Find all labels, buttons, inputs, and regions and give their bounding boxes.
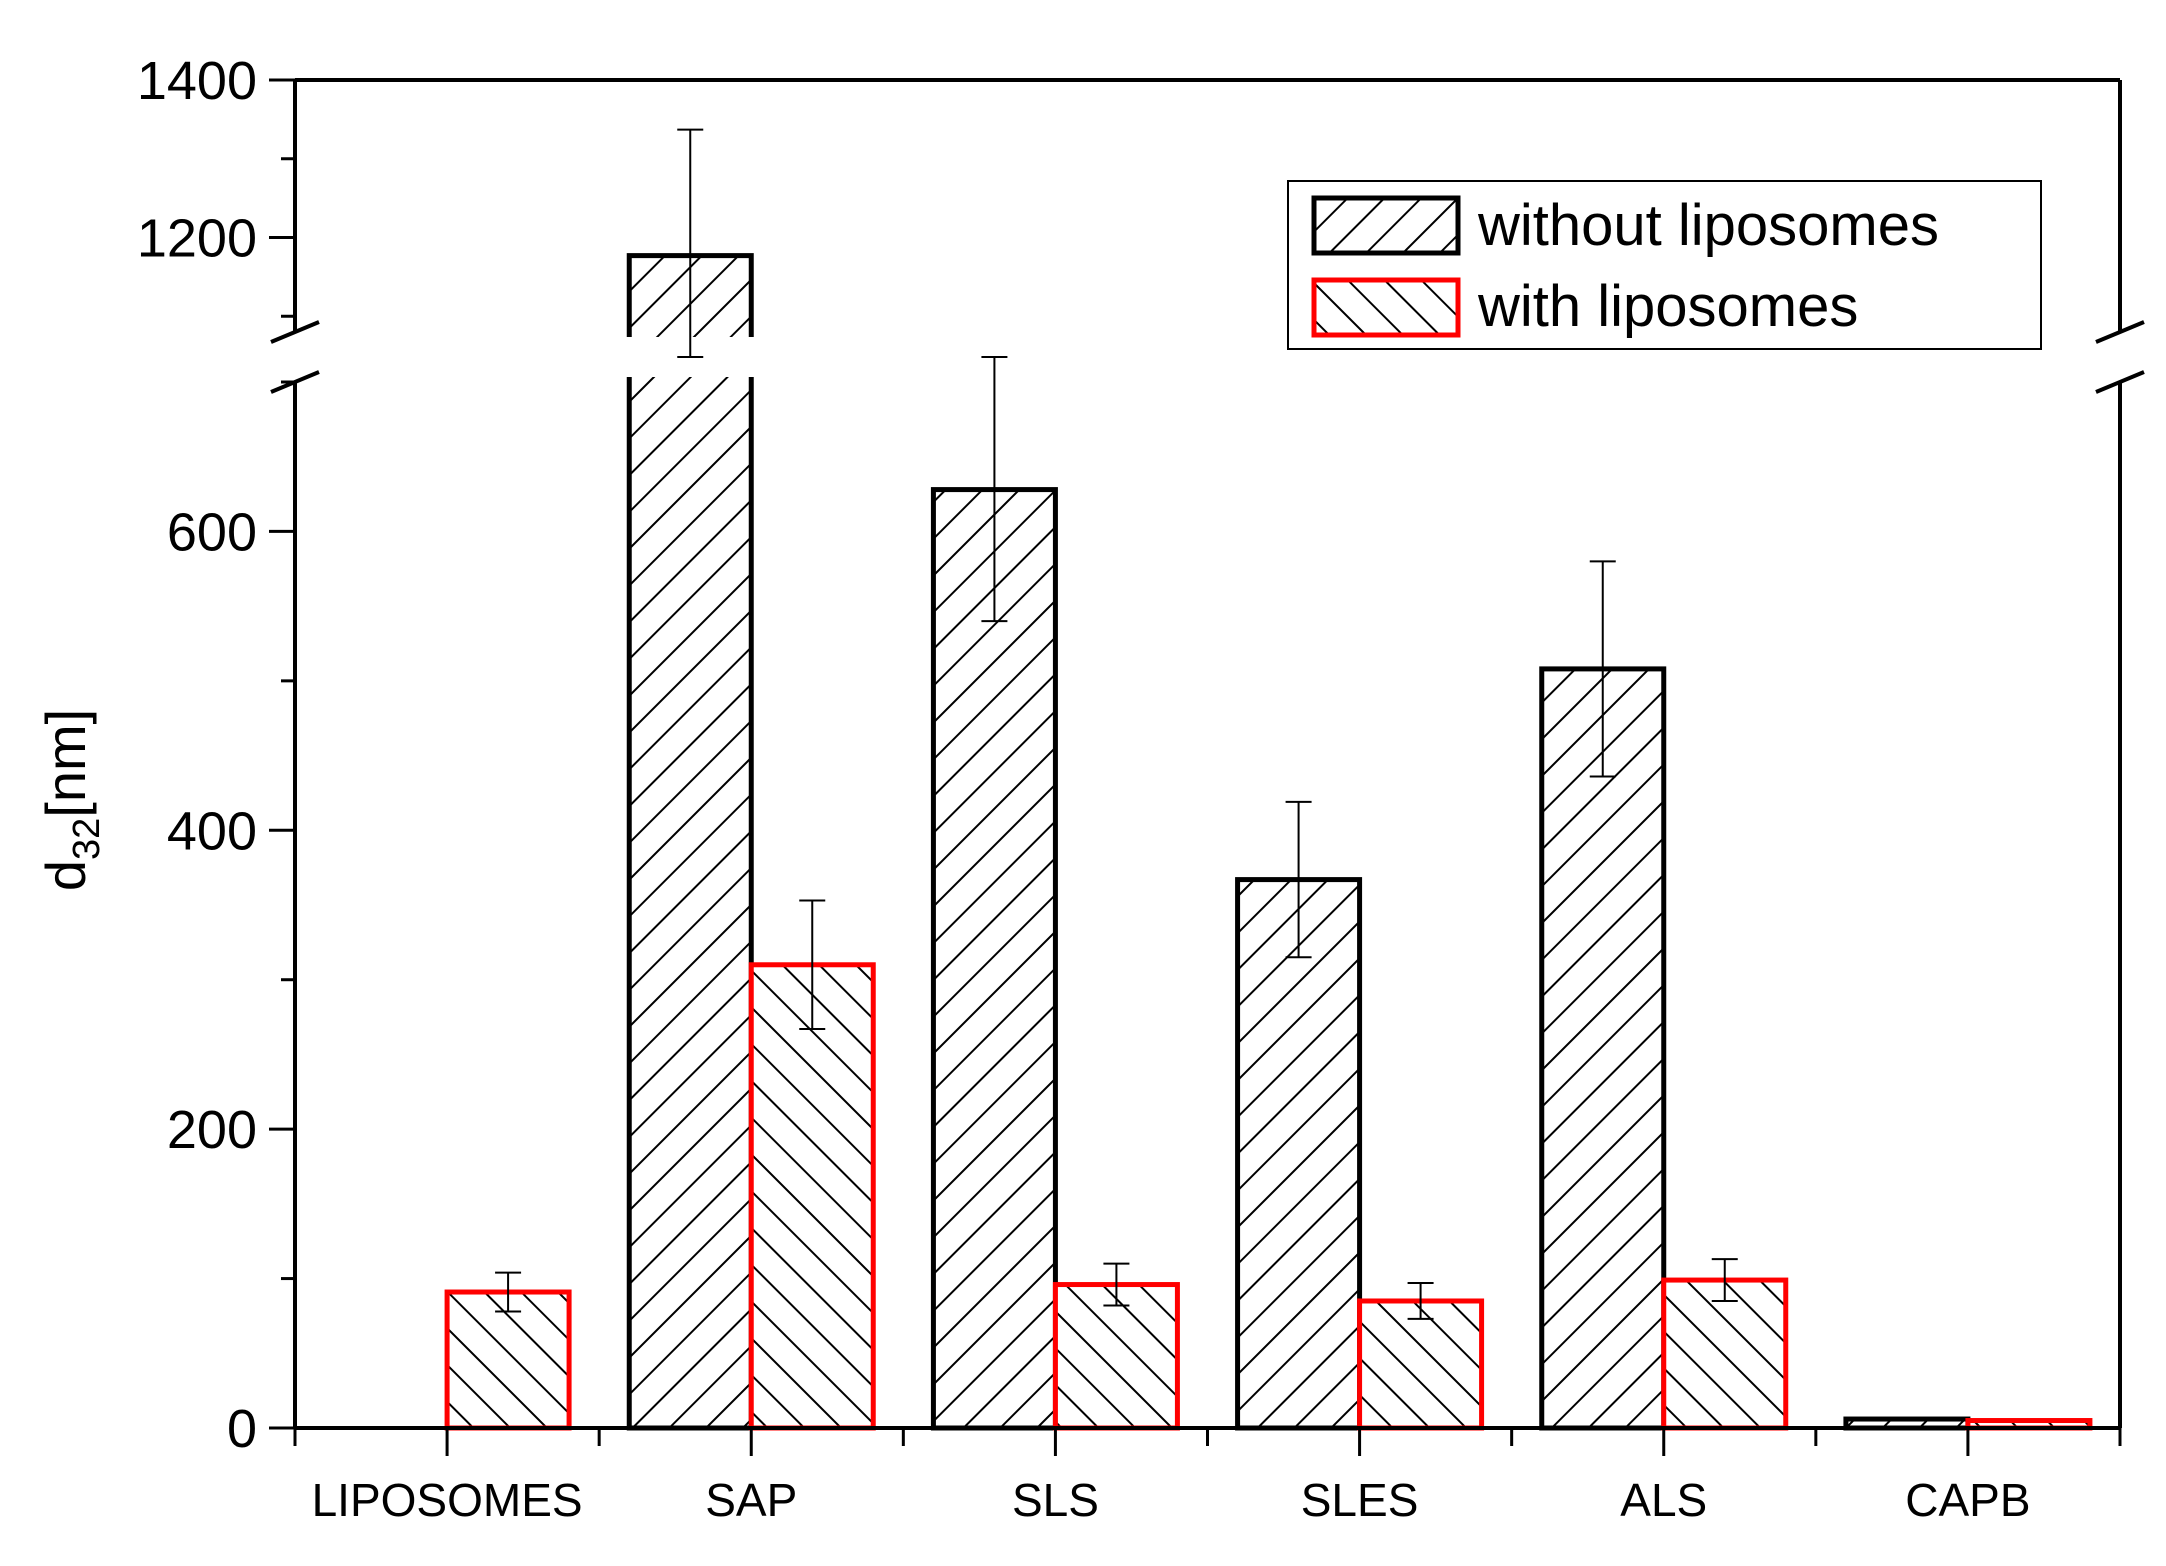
bar-sles-with	[1357, 1298, 1485, 1431]
error-bars	[495, 128, 1738, 1320]
error-bar-als-with	[1711, 1258, 1738, 1302]
axes: 0 200 400 600 1200 1400 LIPOSOMES SAP SLS SLES ALS…	[137, 51, 2145, 1526]
error-bar-sls-without	[981, 356, 1008, 623]
error-bar-als-without	[1589, 560, 1616, 778]
y-axis-title-symbol: d	[34, 860, 97, 891]
error-bar-sls-with	[1103, 1262, 1130, 1307]
x-tick-label-als: ALS	[1620, 1474, 1707, 1526]
y-axis-title: d32[nm]	[34, 709, 108, 891]
y-tick-label-1400: 1400	[137, 51, 257, 111]
y-axis-title-subscript: 32	[66, 818, 108, 860]
x-tick-label-sap: SAP	[705, 1474, 797, 1526]
svg-text:d32[nm]: d32[nm]	[34, 709, 108, 891]
y-tick-label-1200: 1200	[137, 209, 257, 269]
legend: without liposomes with liposomes	[1287, 180, 2042, 350]
y-tick-label-200: 200	[167, 1100, 257, 1160]
axis-break-mark-right-bottom	[2095, 370, 2145, 394]
y-tick-label-400: 400	[167, 801, 257, 861]
y-tick-label-600: 600	[167, 502, 257, 562]
x-tick-label-liposomes: LIPOSOMES	[312, 1474, 583, 1526]
legend-swatch-with	[1311, 277, 1461, 338]
x-tick-label-sles: SLES	[1301, 1474, 1419, 1526]
axis-break-mark-left-top	[270, 320, 320, 344]
bar-sls-without	[930, 487, 1058, 1431]
x-tick-label-capb: CAPB	[1905, 1474, 2030, 1526]
bar-als-with	[1661, 1277, 1789, 1431]
bars	[444, 253, 2093, 1431]
y-tick-label-0: 0	[227, 1399, 257, 1459]
legend-swatch-without	[1311, 195, 1461, 256]
bar-sap-without	[626, 253, 754, 1431]
error-bar-sles-with	[1407, 1282, 1434, 1320]
legend-label-without: without liposomes	[1477, 193, 1939, 258]
error-bar-sap-without	[677, 128, 704, 358]
bar-sap-with	[748, 962, 876, 1431]
x-tick-label-sls: SLS	[1012, 1474, 1099, 1526]
legend-label-with: with liposomes	[1477, 274, 1858, 339]
y-axis-title-unit: [nm]	[34, 709, 97, 818]
error-bar-sles-without	[1285, 800, 1312, 959]
error-bar-sap-with	[799, 899, 826, 1031]
error-bar-liposomes-with	[495, 1271, 522, 1313]
axis-break-mark-right-top	[2095, 320, 2145, 344]
bar-sles-without	[1235, 877, 1363, 1431]
bar-als-without	[1539, 666, 1667, 1431]
